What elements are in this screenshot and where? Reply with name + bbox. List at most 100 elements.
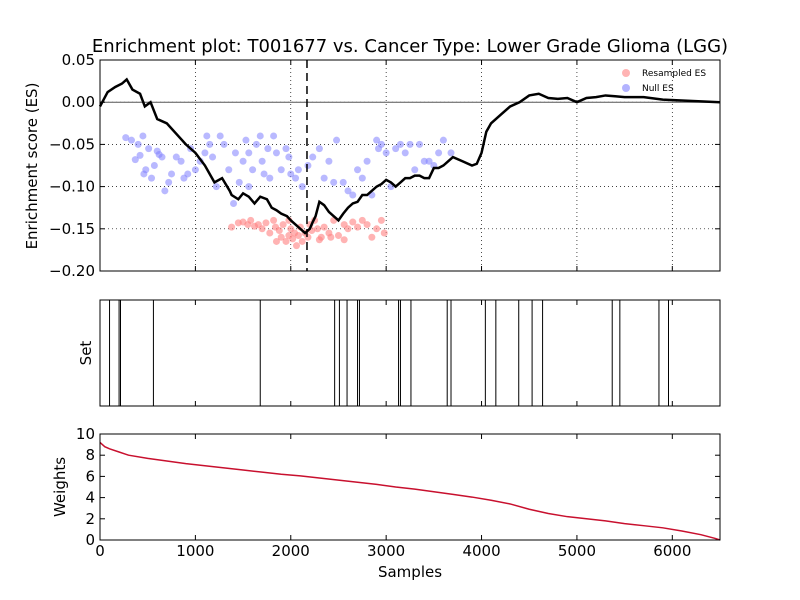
resampled-es-point xyxy=(344,225,352,233)
resampled-es-point xyxy=(279,221,287,229)
null-es-point xyxy=(177,157,185,165)
resampled-es-point xyxy=(380,229,388,237)
null-es-point xyxy=(136,151,144,159)
null-es-point xyxy=(411,166,419,174)
null-es-point xyxy=(212,183,220,191)
es-y-tick-label: −0.20 xyxy=(49,262,95,280)
x-tick-label: 0 xyxy=(95,542,105,560)
null-es-point xyxy=(416,140,424,148)
null-es-point xyxy=(406,140,414,148)
null-es-point xyxy=(294,166,302,174)
set-hits xyxy=(109,300,669,406)
null-es-point xyxy=(242,136,250,144)
es-y-tick-label: −0.10 xyxy=(49,178,95,196)
es-ylabel: Enrichment score (ES) xyxy=(23,83,41,250)
set-frame xyxy=(99,299,721,407)
null-es-point xyxy=(315,145,323,153)
legend-marker-null xyxy=(622,84,630,92)
null-es-point xyxy=(230,199,238,207)
weights-y-tick-label: 2 xyxy=(85,510,95,528)
resampled-es-point xyxy=(340,236,348,244)
null-es-point xyxy=(145,145,153,153)
null-es-point xyxy=(339,178,347,186)
null-es-point xyxy=(168,170,176,178)
null-es-point xyxy=(184,170,192,178)
resampled-es-point xyxy=(292,242,300,250)
es-y-ticks: 0.05 0.00 −0.05 −0.10 −0.15 −0.20 xyxy=(49,51,720,280)
resampled-es-point xyxy=(327,233,335,241)
null-es-point xyxy=(127,136,135,144)
null-es-point xyxy=(292,174,300,182)
resampled-es-point xyxy=(277,233,285,241)
null-es-point xyxy=(358,174,366,182)
null-es-point xyxy=(304,162,312,169)
null-es-point xyxy=(249,166,257,174)
null-es-point xyxy=(231,149,239,157)
null-es-point xyxy=(363,157,371,165)
set-plot-area xyxy=(100,300,720,406)
null-es-point xyxy=(260,170,268,178)
null-es-point xyxy=(272,149,280,157)
null-es-points xyxy=(122,132,455,207)
resampled-es-point xyxy=(377,216,385,224)
null-es-point xyxy=(298,183,306,191)
null-es-point xyxy=(435,149,443,157)
resampled-es-point xyxy=(313,225,321,233)
null-es-point xyxy=(330,178,338,186)
resampled-es-point xyxy=(373,225,381,233)
set-ylabel: Set xyxy=(77,341,95,366)
es-y-tick-label: 0.00 xyxy=(62,93,95,111)
null-es-point xyxy=(382,149,390,157)
weights-frame xyxy=(99,433,721,541)
null-es-point xyxy=(266,174,274,182)
es-curve xyxy=(98,77,721,235)
set-panel: Set xyxy=(77,299,721,407)
resampled-es-point xyxy=(270,216,278,224)
resampled-es-point xyxy=(266,229,274,237)
null-es-point xyxy=(191,166,199,174)
null-es-point xyxy=(252,140,260,148)
null-es-point xyxy=(447,149,455,157)
null-es-point xyxy=(158,153,166,161)
resampled-es-point xyxy=(275,226,283,234)
resampled-es-point xyxy=(298,237,306,245)
resampled-es-point xyxy=(247,216,255,224)
legend-label-null: Null ES xyxy=(642,84,674,94)
null-es-point xyxy=(320,174,328,182)
es-plot-area xyxy=(100,60,720,271)
resampled-es-point xyxy=(358,216,366,224)
resampled-es-point xyxy=(363,221,371,229)
null-es-point xyxy=(309,153,317,161)
weights-x-ticks: 0 1000 2000 3000 4000 5000 6000 xyxy=(95,434,691,560)
null-es-point xyxy=(439,136,447,144)
null-es-point xyxy=(401,149,409,157)
resampled-es-point xyxy=(228,223,236,231)
null-es-point xyxy=(239,157,247,165)
null-es-point xyxy=(333,136,341,144)
null-es-point xyxy=(245,183,253,191)
null-es-point xyxy=(148,174,156,182)
null-es-point xyxy=(139,132,147,140)
null-es-point xyxy=(209,153,217,161)
null-es-point xyxy=(134,140,142,148)
null-es-point xyxy=(165,178,173,186)
null-es-point xyxy=(354,166,362,174)
x-tick-label: 2000 xyxy=(272,542,310,560)
null-es-point xyxy=(131,156,139,164)
legend-marker-resampled xyxy=(622,69,630,77)
es-x-ticks xyxy=(99,60,673,271)
es-y-tick-label: −0.05 xyxy=(49,135,95,153)
null-es-point xyxy=(122,134,130,142)
weights-y-ticks: 0 2 4 6 8 10 xyxy=(76,425,720,549)
es-y-tick-label: −0.15 xyxy=(49,220,95,238)
null-es-point xyxy=(220,140,228,148)
null-es-point xyxy=(282,145,290,153)
null-es-point xyxy=(270,132,278,140)
null-es-point xyxy=(172,153,180,161)
null-es-point xyxy=(142,166,150,174)
null-es-point xyxy=(206,140,214,148)
resampled-es-point xyxy=(282,237,290,245)
x-tick-label: 1000 xyxy=(176,542,214,560)
